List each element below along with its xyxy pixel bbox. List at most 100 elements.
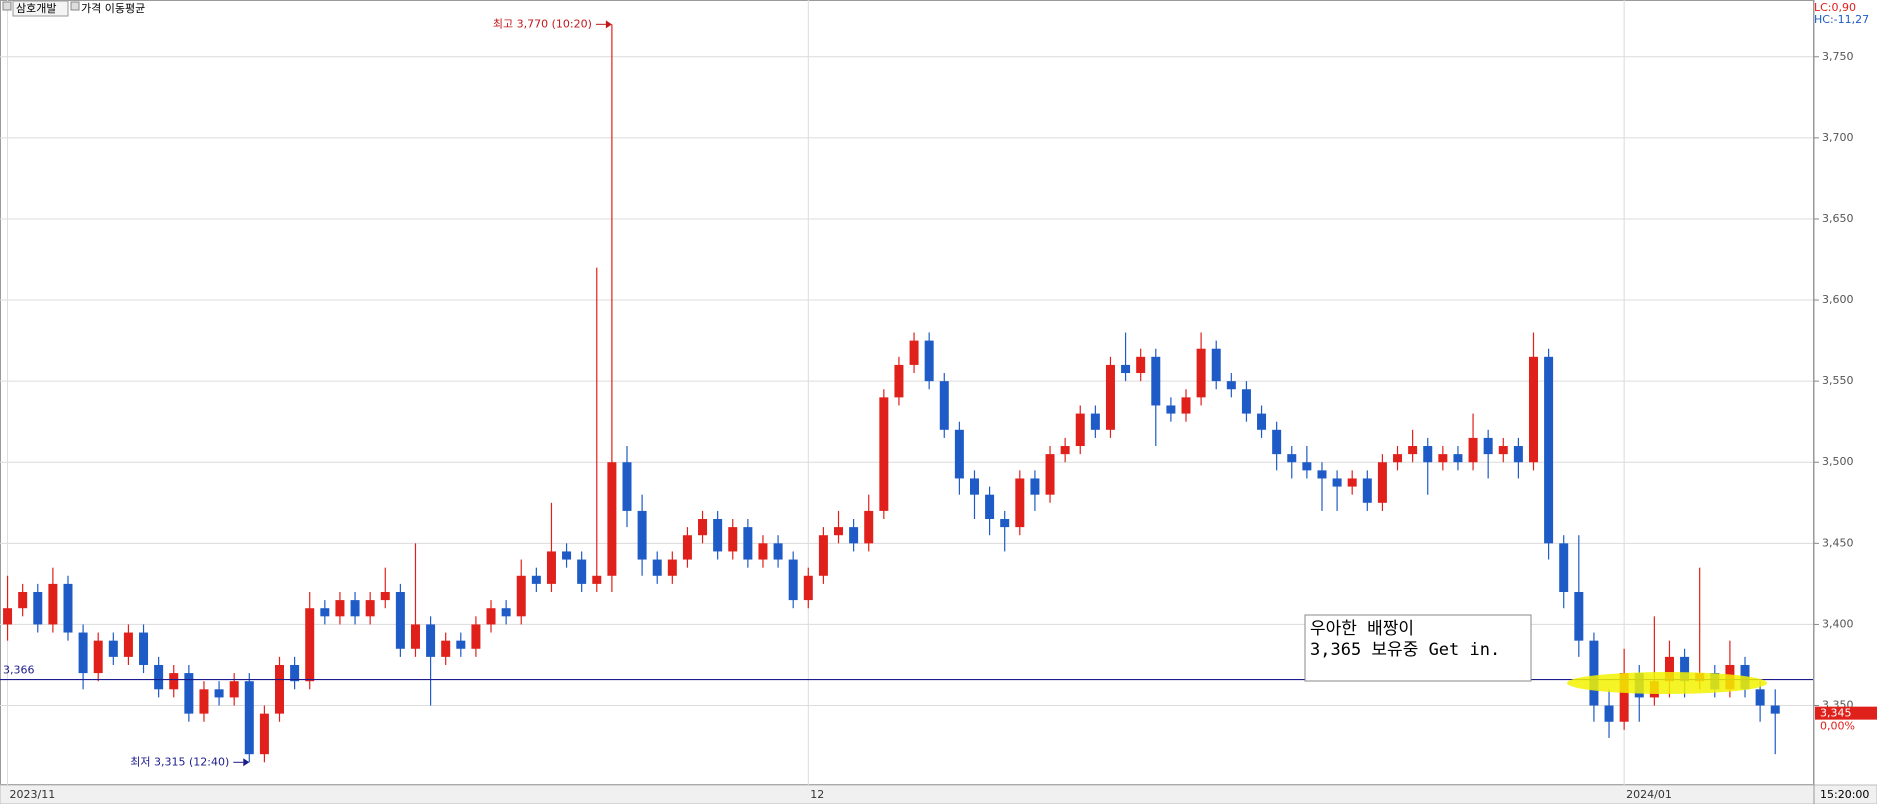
candle-body	[1045, 454, 1055, 495]
y-tick-label: 3,650	[1822, 212, 1854, 225]
candle-body	[1105, 364, 1115, 430]
candle-body	[214, 689, 224, 698]
candle-body	[365, 600, 375, 617]
high-arrowhead	[605, 20, 612, 29]
candle-body	[426, 624, 436, 657]
candle-body	[290, 664, 300, 682]
candle-body	[954, 429, 964, 479]
candle-body	[667, 559, 677, 576]
candle-body	[1030, 478, 1040, 495]
candle-body	[1151, 356, 1161, 406]
candle-body	[395, 591, 405, 649]
lc-label: LC:0,90	[1814, 1, 1856, 14]
candle-body	[1619, 673, 1629, 722]
candle-body	[834, 527, 844, 536]
highlight	[1567, 672, 1767, 694]
candle-body	[546, 551, 556, 584]
candle-body	[1755, 689, 1765, 706]
candle-body	[108, 640, 118, 657]
candle-body	[259, 713, 269, 755]
candles	[3, 24, 1780, 763]
candle-body	[1604, 705, 1614, 722]
candle-body	[1438, 454, 1448, 463]
last-price-box	[1815, 706, 1877, 720]
candle-body	[93, 640, 103, 674]
candle-body	[48, 583, 58, 625]
x-tick-label: 12	[810, 788, 824, 801]
candle-body	[682, 535, 692, 560]
high-label: 최고 3,770 (10:20)	[493, 17, 592, 30]
indicator[interactable]: 가격 이동평균	[81, 2, 145, 15]
candle-body	[879, 397, 889, 511]
candle-body	[275, 664, 285, 714]
candle-body	[1272, 429, 1282, 455]
x-axis-strip	[0, 784, 1877, 804]
reference-label: 3,366	[3, 664, 35, 677]
candle-body	[1664, 656, 1674, 682]
candle-body	[244, 681, 254, 755]
icon	[2, 1, 12, 11]
candle-body	[1544, 356, 1554, 544]
candle-body	[1075, 413, 1085, 447]
candle-body	[78, 632, 88, 674]
note-box	[1304, 614, 1532, 682]
candle-body	[456, 640, 466, 649]
candle-body	[577, 559, 587, 584]
candle-body	[849, 527, 859, 544]
candle-body	[788, 559, 798, 601]
candle-body	[1513, 446, 1523, 463]
hc-label: HC:-11,27	[1814, 13, 1869, 26]
candle-body	[229, 681, 239, 698]
candle-body	[1528, 356, 1538, 463]
y-tick-label: 3,450	[1822, 536, 1854, 549]
candle-body	[3, 608, 13, 625]
candle-body	[622, 462, 632, 511]
candle-body	[939, 381, 949, 430]
candle-body	[33, 591, 43, 625]
low-label: 최저 3,315 (12:40)	[130, 755, 229, 768]
candle-body	[924, 340, 934, 382]
candle-body	[1166, 405, 1176, 414]
candle-body	[713, 519, 723, 552]
candle-body	[607, 462, 617, 576]
last-price-label: 3,345	[1820, 707, 1852, 720]
candle-body	[531, 575, 541, 584]
candle-body	[1393, 454, 1403, 463]
candle-body	[1498, 446, 1508, 455]
candle-body	[169, 673, 179, 690]
candle-body	[758, 543, 768, 560]
y-tick-label: 3,700	[1822, 131, 1854, 144]
candle-body	[1574, 591, 1584, 641]
candle-body	[18, 591, 28, 609]
candle-body	[818, 535, 828, 576]
candle-body	[486, 608, 496, 625]
candle-body	[1317, 470, 1327, 479]
candle-body	[184, 673, 194, 714]
candle-body	[969, 478, 979, 495]
candle-body	[1453, 454, 1463, 463]
candle-body	[1680, 656, 1690, 682]
candle-body	[1136, 356, 1146, 374]
candle-body	[1589, 640, 1599, 706]
x-tick-label: 2024/01	[1626, 788, 1672, 801]
candle-body	[1377, 462, 1387, 503]
icon	[70, 1, 80, 11]
candle-body	[1423, 446, 1433, 463]
symbol[interactable]: 삼호개발	[16, 2, 56, 15]
symbol-button[interactable]	[12, 0, 69, 17]
candle-body	[1770, 705, 1780, 714]
candle-body	[1241, 389, 1251, 414]
candle-body	[637, 510, 647, 560]
candle-body	[773, 543, 783, 560]
candle-body	[562, 551, 572, 560]
candle-body	[1211, 348, 1221, 382]
candle-body	[1362, 478, 1372, 503]
candle-body	[154, 664, 164, 690]
note-line: 우아한 배짱이	[1310, 619, 1414, 639]
candle-body	[1408, 446, 1418, 455]
candle-body	[1483, 437, 1493, 455]
candle-body	[864, 510, 874, 544]
candle-body	[380, 591, 390, 601]
candle-body	[1060, 446, 1070, 455]
